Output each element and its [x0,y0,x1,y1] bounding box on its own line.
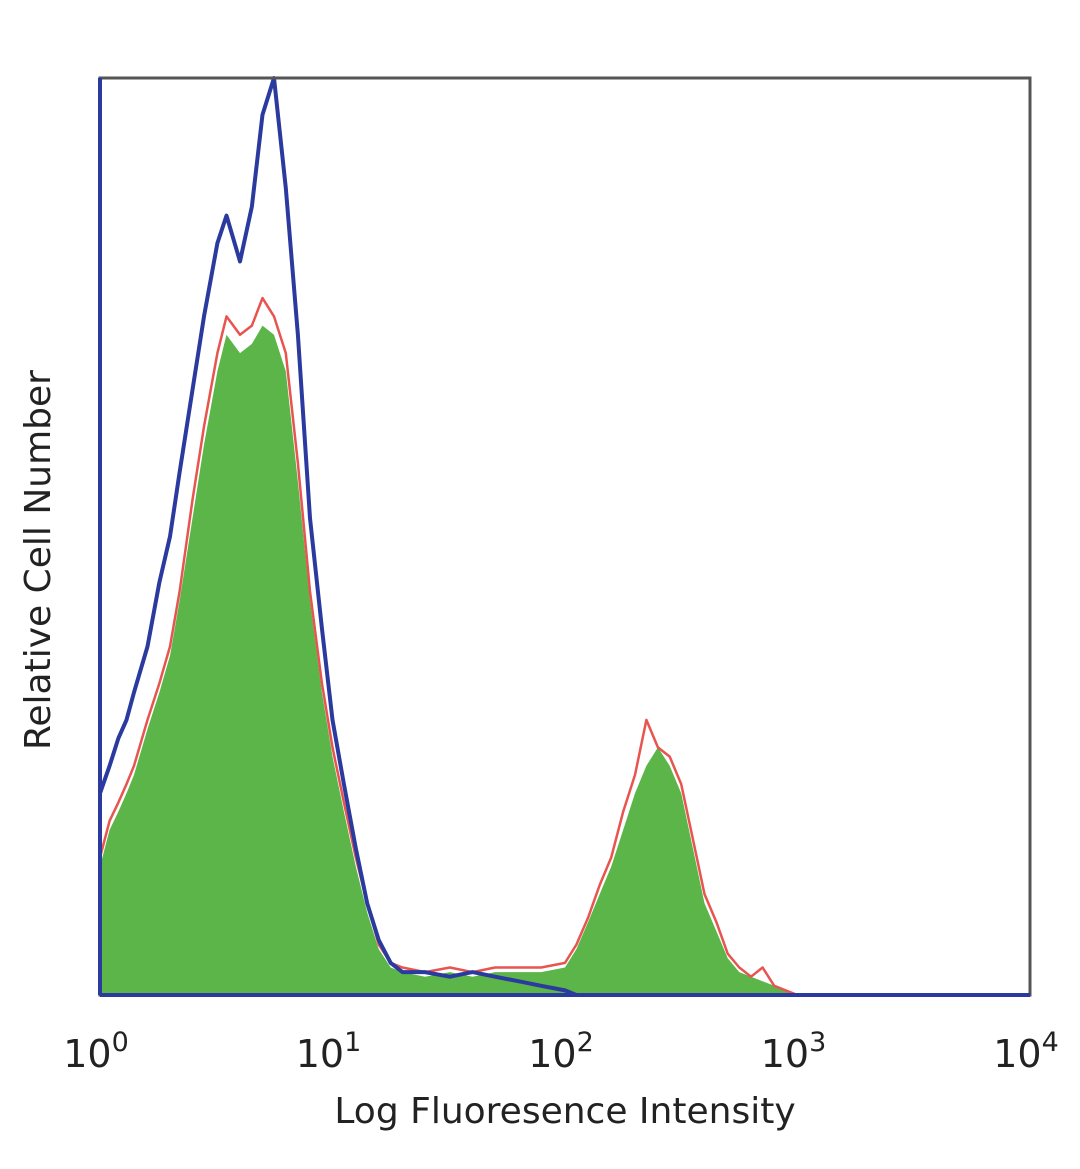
series-layer [98,76,1030,997]
x-tick-label: 103 [761,1027,827,1076]
series-0-fill [100,325,1030,996]
x-tick-labels: 100 101 102 103 104 [63,1027,1059,1076]
x-tick-label: 102 [528,1027,594,1076]
x-tick-label: 104 [993,1027,1059,1076]
y-axis-label: Relative Cell Number [18,370,59,750]
x-axis-label: Log Fluoresence Intensity [334,1091,795,1132]
x-tick-label: 101 [296,1027,362,1076]
x-tick-label: 100 [63,1027,129,1076]
series-1-line [98,296,1030,997]
